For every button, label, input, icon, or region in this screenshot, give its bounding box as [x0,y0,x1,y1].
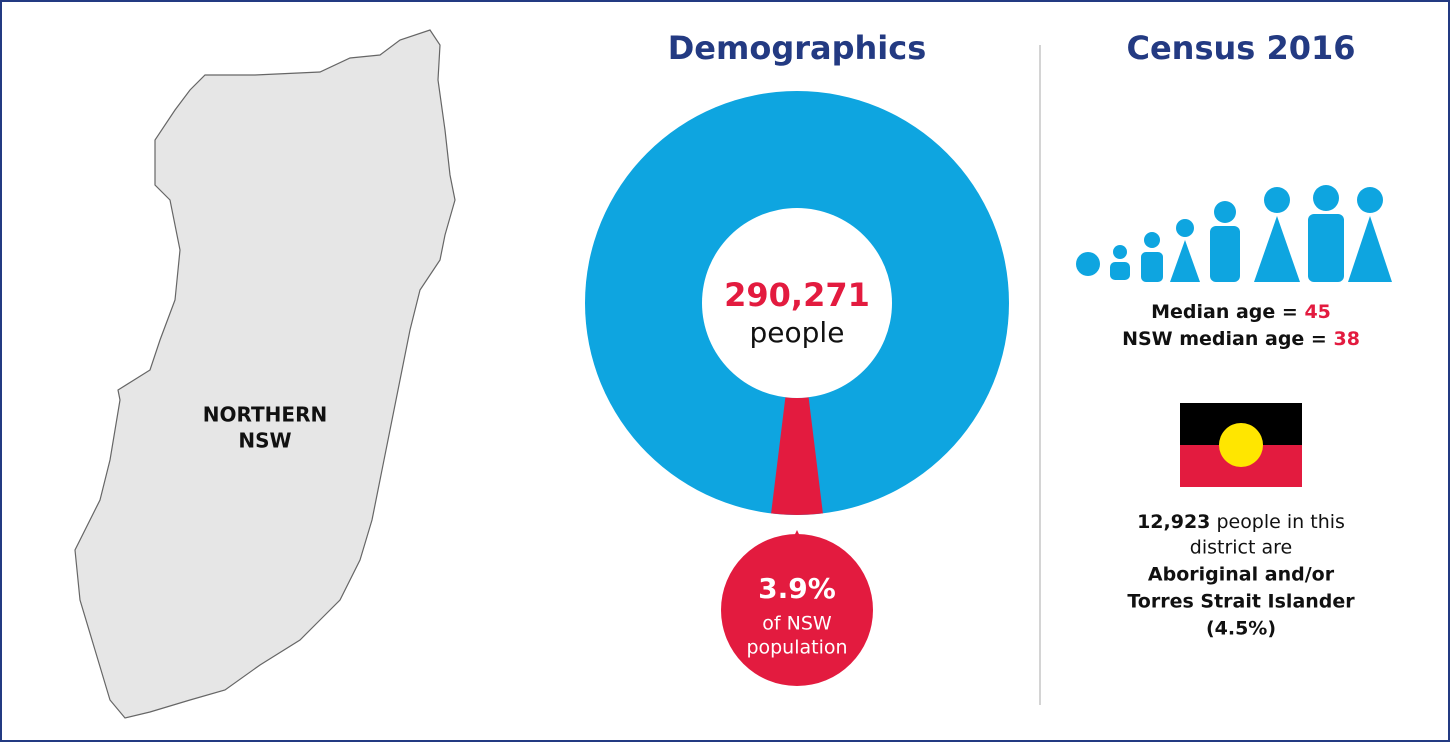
median-age-label: Median age = [1151,301,1298,323]
nsw-median-age-value: 38 [1333,328,1359,350]
icon-body [1210,226,1240,282]
median-age: Median age = 45 [1151,301,1331,323]
aboriginal-bold: Aboriginal and/or [1148,564,1335,586]
icon-body [1348,216,1392,282]
icon-baby [1076,252,1100,276]
aboriginal-bold: (4.5%) [1206,618,1276,640]
icon-head [1214,201,1236,223]
callout [721,534,873,686]
icon-head [1113,245,1127,259]
icon-head [1357,187,1383,213]
icon-body [1254,216,1300,282]
donut [585,91,1009,515]
map-region [74,29,456,719]
share-text: of NSW [762,613,832,635]
icon-head [1176,219,1194,237]
icon-body [1170,240,1200,282]
age-icons [1076,185,1392,282]
nsw-median-age: NSW median age = 38 [1122,328,1360,350]
map-label: NSW [238,429,291,453]
median-age-value: 45 [1304,301,1330,323]
icon-head [1264,187,1290,213]
donut-segment [771,397,823,515]
share-label: 3.9% [758,572,836,605]
aboriginal-text: people in this [1216,511,1344,533]
aboriginal-line: 12,923 people in this [1137,511,1345,533]
census-title: Census 2016 [1126,29,1355,67]
icon-body [1110,262,1130,280]
icon-body [1141,252,1163,282]
population: 290,271 [724,276,870,314]
demographics-title: Demographics [668,29,927,67]
flag-sun [1219,423,1263,467]
aboriginal-bold: Torres Strait Islander [1127,591,1355,613]
donut-hole [702,208,892,398]
nsw-median-age-label: NSW median age = [1122,328,1327,350]
population-unit: people [750,316,845,349]
icon-body [1308,214,1344,282]
share-text: population [746,637,847,659]
aboriginal-count: 12,923 [1137,511,1210,533]
map-label: NORTHERN [203,403,327,427]
icon-head [1144,232,1160,248]
aboriginal-text: district are [1190,537,1292,559]
icon-head [1313,185,1339,211]
